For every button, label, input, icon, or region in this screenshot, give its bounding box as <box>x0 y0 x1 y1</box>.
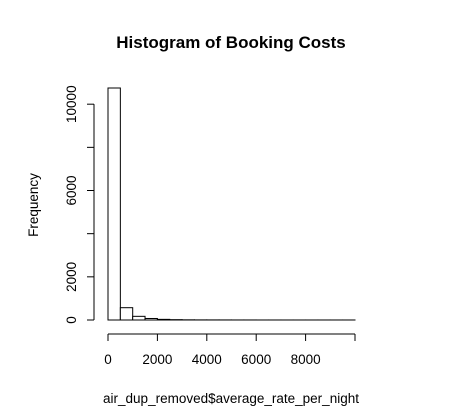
y-tick-label: 0 <box>64 316 79 324</box>
x-tick-label: 0 <box>104 352 112 367</box>
chart-title: Histogram of Booking Costs <box>116 33 346 52</box>
x-tick-label: 6000 <box>241 352 271 367</box>
histogram-bar-1 <box>119 307 134 321</box>
x-tick-label: 8000 <box>291 352 321 367</box>
histogram-bar-3 <box>144 317 158 321</box>
histogram-bars <box>107 87 356 321</box>
y-axis-label: Frequency <box>26 173 41 237</box>
x-axis-label: air_dup_removed$average_rate_per_night <box>103 391 359 406</box>
x-axis: 0 2000 4000 6000 8000 <box>104 333 356 367</box>
y-tick-label: 10000 <box>64 85 79 123</box>
histogram-bar-0 <box>107 87 121 321</box>
y-tick-label: 2000 <box>64 262 79 292</box>
histogram-bar-4 <box>156 318 171 321</box>
histogram-bar-2 <box>132 315 146 321</box>
x-tick-label: 4000 <box>192 352 222 367</box>
y-tick-label: 6000 <box>64 175 79 205</box>
x-tick-label: 2000 <box>142 352 172 367</box>
y-axis: 0 2000 6000 10000 <box>64 85 95 324</box>
